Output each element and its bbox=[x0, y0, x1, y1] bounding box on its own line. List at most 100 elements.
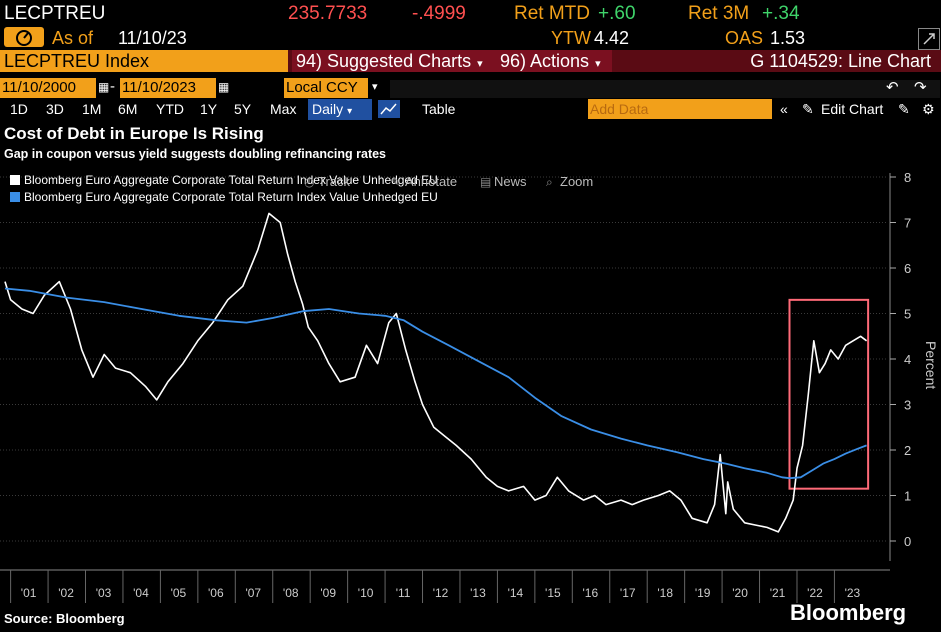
chart-tool-track[interactable]: Track bbox=[318, 174, 351, 189]
y-tick-label: 0 bbox=[904, 534, 911, 549]
chevron-down-icon[interactable]: ▾ bbox=[372, 81, 378, 93]
price-change: -.4999 bbox=[412, 3, 466, 24]
chart-tool-icon: ⌕ bbox=[546, 175, 553, 189]
y-tick-label: 8 bbox=[904, 170, 911, 185]
legend-swatch bbox=[10, 175, 20, 185]
as-of-date: 11/10/23 bbox=[118, 28, 187, 48]
dropdown-arrow-icon: ▾ bbox=[477, 58, 483, 70]
x-tick-label: '09 bbox=[320, 586, 336, 600]
legend-label: Bloomberg Euro Aggregate Corporate Total… bbox=[24, 190, 438, 204]
chart-tool-zoom[interactable]: Zoom bbox=[560, 174, 593, 189]
x-tick-label: '04 bbox=[133, 586, 149, 600]
y-tick-label: 7 bbox=[904, 216, 911, 231]
redo-icon[interactable]: ↷ bbox=[914, 79, 927, 96]
calendar-icon[interactable]: ▦ bbox=[98, 80, 110, 94]
command-bar: LECPTREU Index 94) Suggested Charts ▾ 96)… bbox=[0, 50, 941, 72]
ret-3m-label: Ret 3M bbox=[688, 3, 750, 24]
period-5y[interactable]: 5Y bbox=[234, 101, 252, 117]
oas-value: 1.53 bbox=[770, 28, 806, 48]
x-tick-label: '19 bbox=[695, 586, 711, 600]
table-button[interactable]: Table bbox=[422, 101, 456, 117]
chevron-down-icon: ▾ bbox=[347, 106, 353, 117]
y-axis-label: Percent bbox=[923, 341, 939, 389]
actions-button[interactable]: 96) Actions ▾ bbox=[496, 50, 612, 72]
edit-icon[interactable]: ✎ bbox=[898, 101, 910, 117]
last-price: 235.7733 bbox=[288, 3, 368, 24]
x-tick-label: '11 bbox=[396, 586, 411, 600]
period-row: 1D 3D 1M 6M YTD 1Y 5Y Max Daily ▾ Table A… bbox=[0, 99, 941, 121]
chart-tool-news[interactable]: News bbox=[494, 174, 527, 189]
x-tick-label: '05 bbox=[171, 586, 187, 600]
x-tick-label: '17 bbox=[620, 586, 636, 600]
x-tick-label: '01 bbox=[21, 586, 37, 600]
x-tick-label: '21 bbox=[770, 586, 786, 600]
dropdown-arrow-icon: ▾ bbox=[595, 58, 601, 70]
period-6m[interactable]: 6M bbox=[118, 101, 138, 117]
quote-subheader-row: As of 11/10/23 YTW 4.42 OAS 1.53 bbox=[0, 26, 941, 50]
x-tick-label: '03 bbox=[96, 586, 112, 600]
y-tick-label: 3 bbox=[904, 398, 911, 413]
undo-icon[interactable]: ↶ bbox=[886, 79, 899, 96]
period-3d[interactable]: 3D bbox=[46, 101, 64, 117]
ret-3m-value: +.34 bbox=[762, 3, 800, 24]
x-tick-label: '16 bbox=[582, 586, 598, 600]
expand-icon[interactable] bbox=[918, 28, 940, 50]
x-tick-label: '07 bbox=[245, 586, 261, 600]
x-tick-label: '20 bbox=[732, 586, 748, 600]
legend-label: Bloomberg Euro Aggregate Corporate Total… bbox=[24, 173, 438, 187]
period-ytd[interactable]: YTD bbox=[156, 101, 184, 117]
line-chart[interactable]: 0 1 2 3 4 5 6 7 8 Percent '01 '02 '03 '04 '05 '06 '07 '08… bbox=[0, 160, 941, 610]
chart-tool-icon: ◴ bbox=[304, 175, 315, 189]
chart-subtitle: Gap in coupon versus yield suggests doub… bbox=[4, 147, 387, 161]
pencil-icon[interactable]: ✎ bbox=[802, 101, 814, 117]
end-date-field[interactable]: 11/10/2023 bbox=[120, 78, 216, 98]
collapse-icon[interactable]: « bbox=[780, 101, 788, 117]
oas-label: OAS bbox=[725, 28, 764, 48]
currency-select[interactable]: Local CCY bbox=[284, 78, 368, 98]
legend-swatch bbox=[10, 192, 20, 202]
x-tick-label: '13 bbox=[470, 586, 486, 600]
index-field[interactable]: LECPTREU Index bbox=[0, 50, 288, 72]
chart-id: G 1104529: Line Chart bbox=[612, 50, 941, 72]
period-max[interactable]: Max bbox=[270, 101, 297, 117]
source-note: Source: Bloomberg bbox=[4, 611, 125, 626]
period-1m[interactable]: 1M bbox=[82, 101, 102, 117]
start-date-field[interactable]: 11/10/2000 bbox=[0, 78, 96, 98]
date-range-row: 11/10/2000 ▦ - 11/10/2023 ▦ Local CCY ▾ … bbox=[0, 78, 941, 100]
chart-tool-icon: ▤ bbox=[480, 175, 491, 189]
toolbar-spacer bbox=[390, 80, 940, 98]
edit-chart-button[interactable]: Edit Chart bbox=[821, 101, 884, 117]
ret-mtd-label: Ret MTD bbox=[514, 3, 590, 24]
x-tick-label: '15 bbox=[545, 586, 561, 600]
y-tick-label: 5 bbox=[904, 307, 911, 322]
x-tick-label: '12 bbox=[433, 586, 449, 600]
y-tick-label: 1 bbox=[904, 489, 911, 504]
x-tick-label: '18 bbox=[657, 586, 673, 600]
period-1y[interactable]: 1Y bbox=[200, 101, 218, 117]
calendar-icon[interactable]: ▦ bbox=[218, 80, 230, 94]
x-tick-label: '02 bbox=[58, 586, 74, 600]
series-line-white bbox=[4, 212, 868, 533]
highlight-box bbox=[788, 298, 870, 490]
chart-tool-annotate[interactable]: Annotate bbox=[405, 174, 457, 189]
x-tick-label: '06 bbox=[208, 586, 224, 600]
x-tick-label: '10 bbox=[358, 586, 374, 600]
y-tick-label: 4 bbox=[904, 352, 911, 367]
chart-title: Cost of Debt in Europe Is Rising bbox=[4, 124, 264, 143]
ytw-value: 4.42 bbox=[594, 28, 630, 48]
settings-icon[interactable]: ⚙ bbox=[922, 101, 935, 117]
line-chart-icon[interactable] bbox=[378, 100, 400, 118]
period-1d[interactable]: 1D bbox=[10, 101, 28, 117]
as-of-label: As of bbox=[52, 28, 94, 48]
x-tick-label: '22 bbox=[807, 586, 823, 600]
add-data-field[interactable]: Add Data bbox=[588, 99, 772, 119]
date-separator: - bbox=[110, 78, 115, 95]
ytw-label: YTW bbox=[551, 28, 591, 48]
ret-mtd-value: +.60 bbox=[598, 3, 636, 24]
chart-tool-icon: ✎ bbox=[391, 175, 401, 189]
x-tick-label: '08 bbox=[283, 586, 299, 600]
gauge-icon[interactable] bbox=[4, 27, 44, 47]
suggested-charts-button[interactable]: 94) Suggested Charts ▾ bbox=[292, 50, 496, 72]
y-tick-label: 2 bbox=[904, 443, 911, 458]
frequency-select[interactable]: Daily ▾ bbox=[308, 99, 372, 120]
